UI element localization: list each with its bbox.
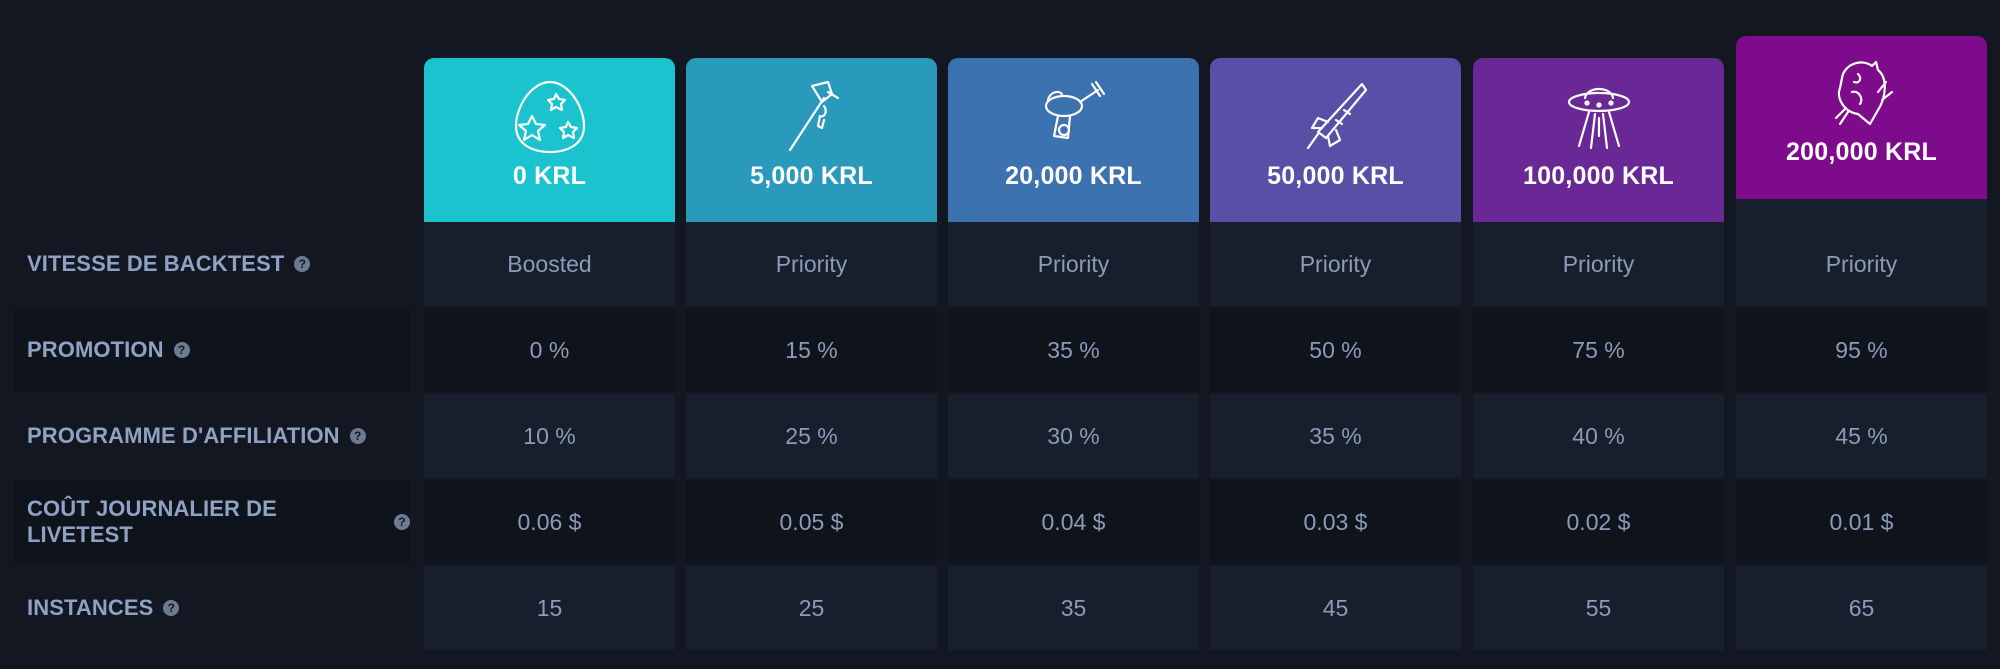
table-cell: 30 % [948,394,1199,478]
table-cell: 0.04 $ [948,480,1199,564]
table-cell: 0 % [424,308,675,392]
table-cell: 0.06 $ [424,480,675,564]
row-label-text: PROMOTION [27,337,164,362]
row-label-text: VITESSE DE BACKTEST [27,251,285,276]
table-cell: Boosted [424,222,675,306]
table-cell: 0.03 $ [1210,480,1461,564]
row-label-text: COÛT JOURNALIER DE LIVETEST [27,496,277,547]
table-cell: 45 [1210,566,1461,650]
tier-price: 200,000 KRL [1786,138,1937,166]
table-cell: 95 % [1736,308,1987,392]
table-cell: 65 [1736,566,1987,650]
row-label-instances: INSTANCES ? [14,566,410,650]
tier-header-2[interactable]: 20,000 KRL [948,58,1199,222]
row-label-affiliation: PROGRAMME D'AFFILIATION ? [14,394,410,478]
tier-header-1[interactable]: 5,000 KRL [686,58,937,222]
table-cell: 0.01 $ [1736,480,1987,564]
table-cell: 25 [686,566,937,650]
table-cell: Priority [1210,222,1461,306]
table-cell: 15 [424,566,675,650]
ufo-icon [1559,76,1639,156]
help-icon[interactable]: ? [163,600,180,616]
tier-header-5[interactable]: 200,000 KRL [1736,36,1987,199]
alien-creature-icon [1822,52,1902,132]
egg-icon [510,76,590,156]
tier-price: 20,000 KRL [1005,162,1142,190]
table-cell: 55 [1473,566,1724,650]
row-label-promotion: PROMOTION ? [14,308,410,392]
table-cell: 25 % [686,394,937,478]
row-label-text: PROGRAMME D'AFFILIATION [27,423,340,448]
help-icon[interactable]: ? [294,256,311,272]
row-label-livetest-cost: COÛT JOURNALIER DE LIVETEST ? [14,480,410,564]
table-cell: 35 % [1210,394,1461,478]
table-cell: 10 % [424,394,675,478]
table-cell: Priority [1736,199,1987,306]
tier-price: 5,000 KRL [750,162,873,190]
table-cell: 15 % [686,308,937,392]
table-cell: 0.02 $ [1473,480,1724,564]
axe-icon [772,76,852,156]
table-cell: Priority [948,222,1199,306]
tier-header-4[interactable]: 100,000 KRL [1473,58,1724,222]
tier-header-0[interactable]: 0 KRL [424,58,675,222]
help-icon[interactable]: ? [173,342,190,358]
table-cell: 35 [948,566,1199,650]
tier-header-3[interactable]: 50,000 KRL [1210,58,1461,222]
table-cell: 75 % [1473,308,1724,392]
table-cell: 40 % [1473,394,1724,478]
table-cell: 50 % [1210,308,1461,392]
table-cell: 0.05 $ [686,480,937,564]
table-cell: Priority [686,222,937,306]
help-icon[interactable]: ? [394,514,410,530]
table-cell: Priority [1473,222,1724,306]
table-cell: 45 % [1736,394,1987,478]
tier-price: 50,000 KRL [1267,162,1404,190]
row-label-text: INSTANCES [27,595,154,620]
tier-price: 100,000 KRL [1523,162,1674,190]
raygun-icon [1034,76,1114,156]
table-cell: 35 % [948,308,1199,392]
row-label-backtest-speed: VITESSE DE BACKTEST ? [14,222,410,306]
tier-price: 0 KRL [512,162,587,190]
rocket-icon [1296,76,1376,156]
help-icon[interactable]: ? [349,428,366,444]
